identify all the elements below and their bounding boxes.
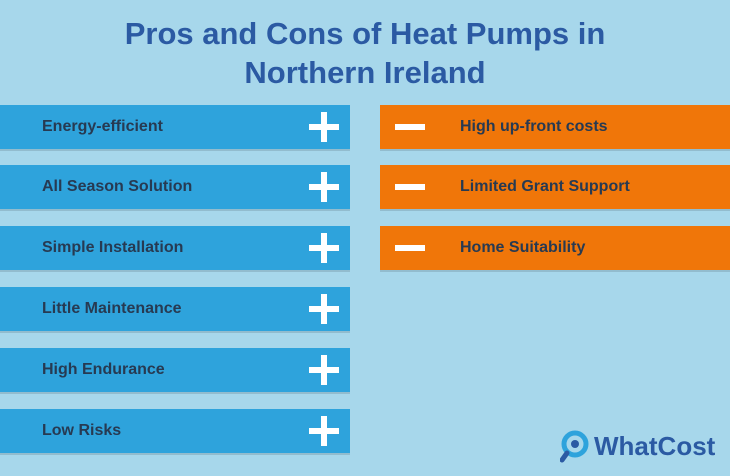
- minus-icon: [395, 245, 425, 251]
- plus-icon: [309, 294, 339, 324]
- plus-icon: [309, 355, 339, 385]
- plus-icon: [309, 416, 339, 446]
- con-item: Home Suitability: [380, 226, 730, 270]
- item-label: Limited Grant Support: [460, 178, 630, 195]
- title: Pros and Cons of Heat Pumps in Northern …: [0, 14, 730, 92]
- pro-item: All Season Solution: [0, 165, 350, 209]
- minus-icon: [395, 124, 425, 130]
- plus-icon: [309, 172, 339, 202]
- con-item: High up-front costs: [380, 105, 730, 149]
- item-label: Energy-efficient: [42, 118, 163, 135]
- title-line: Pros and Cons of Heat Pumps in: [124, 16, 606, 51]
- item-label: Little Maintenance: [42, 300, 182, 317]
- pro-item: Little Maintenance: [0, 287, 350, 331]
- item-label: High Endurance: [42, 361, 165, 378]
- plus-icon: [309, 233, 339, 263]
- pro-item: High Endurance: [0, 348, 350, 392]
- con-item: Limited Grant Support: [380, 165, 730, 209]
- item-label: Low Risks: [42, 422, 122, 439]
- item-label: Home Suitability: [460, 239, 586, 256]
- logo-text: WhatCost: [594, 431, 716, 461]
- title-line: Northern Ireland: [244, 55, 486, 90]
- pro-item: Simple Installation: [0, 226, 350, 270]
- item-label: All Season Solution: [42, 178, 193, 195]
- minus-icon: [395, 184, 425, 190]
- plus-icon: [309, 112, 339, 142]
- item-label: Simple Installation: [42, 239, 184, 256]
- pro-item: Energy-efficient: [0, 105, 350, 149]
- logo-icon: [560, 430, 589, 463]
- pro-item: Low Risks: [0, 409, 350, 453]
- item-label: High up-front costs: [460, 118, 608, 135]
